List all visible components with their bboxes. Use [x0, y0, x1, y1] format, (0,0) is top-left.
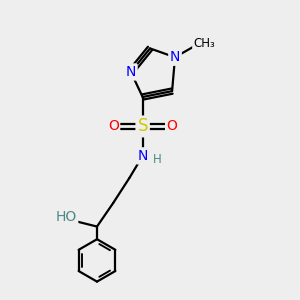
Text: CH₃: CH₃	[194, 37, 215, 50]
Text: O: O	[167, 119, 178, 134]
Text: S: S	[137, 117, 148, 135]
Text: HO: HO	[56, 210, 77, 224]
Text: N: N	[126, 65, 136, 79]
Text: H: H	[152, 153, 161, 166]
Text: N: N	[170, 50, 180, 64]
Text: N: N	[137, 149, 148, 163]
Text: O: O	[108, 119, 118, 134]
